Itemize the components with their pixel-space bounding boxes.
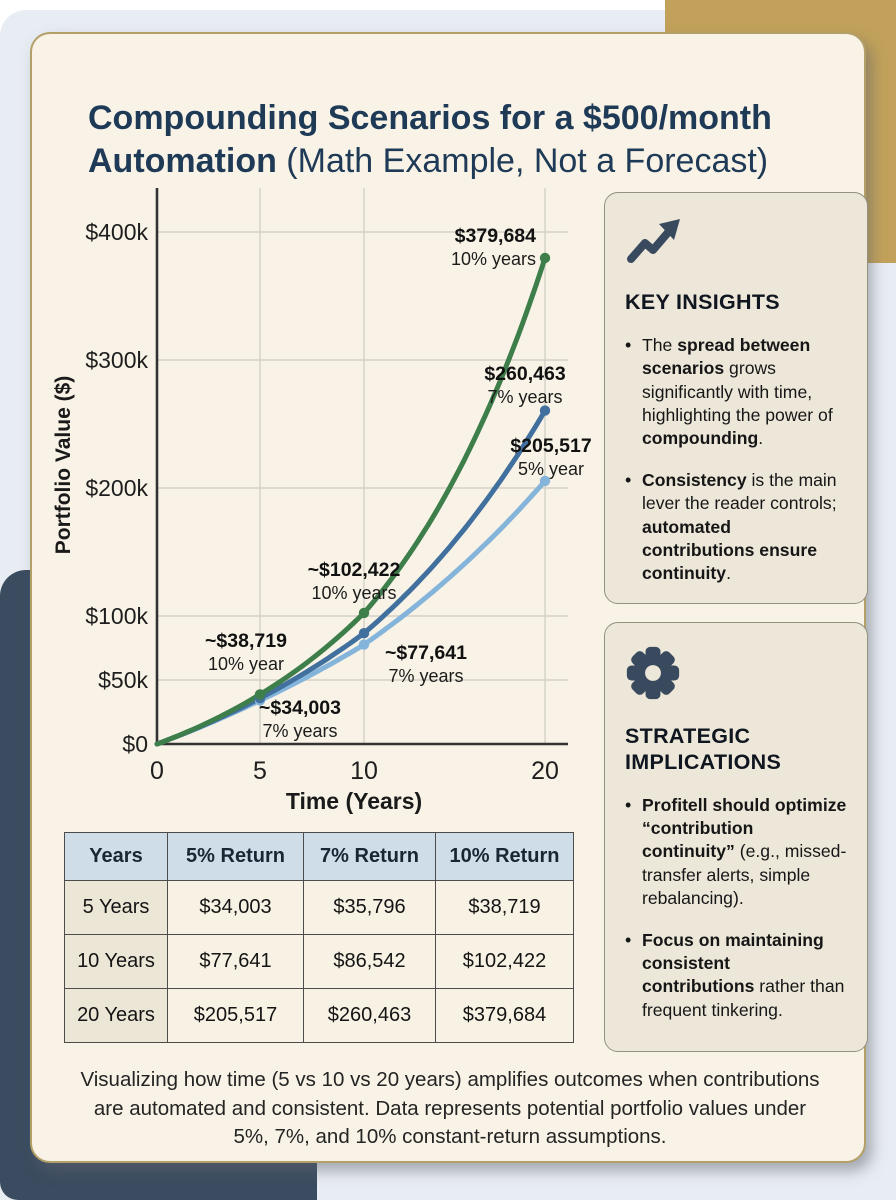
svg-text:7% years: 7% years bbox=[487, 387, 562, 407]
table-row-header: 10 Years bbox=[64, 934, 168, 989]
text-segment: Consistency bbox=[642, 469, 747, 490]
svg-text:$0: $0 bbox=[122, 731, 148, 757]
svg-text:7% years: 7% years bbox=[388, 666, 463, 686]
table-cell: $35,796 bbox=[303, 880, 436, 935]
svg-text:10% years: 10% years bbox=[451, 249, 536, 269]
key-insights-card: KEY INSIGHTS The spread between scenario… bbox=[604, 192, 868, 604]
svg-text:$50k: $50k bbox=[98, 667, 148, 693]
table-cell: $102,422 bbox=[435, 934, 574, 989]
table-row: 5 Years $34,003 $35,796 $38,719 bbox=[64, 880, 574, 935]
svg-text:~$102,422: ~$102,422 bbox=[308, 559, 401, 581]
table-cell: $379,684 bbox=[435, 988, 574, 1043]
table-cell: $86,542 bbox=[303, 934, 436, 989]
list-item: Profitell should optimize “contribution … bbox=[625, 794, 847, 911]
text-segment: Profitell should optimize “contribution … bbox=[642, 794, 847, 862]
table-row-header: 20 Years bbox=[64, 988, 168, 1043]
gear-icon bbox=[625, 646, 681, 705]
scenario-table-body: 5 Years $34,003 $35,796 $38,719 10 Years $77,… bbox=[64, 880, 574, 1043]
text-segment: grows significantly with time, highlight… bbox=[642, 358, 833, 425]
svg-text:5: 5 bbox=[253, 757, 267, 785]
text-segment: rather than frequent tinkering. bbox=[642, 976, 845, 1020]
svg-text:Portfolio Value ($): Portfolio Value ($) bbox=[52, 376, 75, 555]
svg-text:7% years: 7% years bbox=[262, 721, 337, 741]
footer-text: Visualizing how time (5 vs 10 vs 20 year… bbox=[80, 1068, 820, 1149]
table-cell: $34,003 bbox=[167, 880, 304, 935]
text-segment: compounding bbox=[642, 428, 759, 449]
table-cell: $38,719 bbox=[435, 880, 574, 935]
table-row: 10 Years $77,641 $86,542 $102,422 bbox=[64, 934, 574, 989]
key-insights-heading: KEY INSIGHTS bbox=[625, 290, 780, 314]
list-item: Consistency is the main lever the reader… bbox=[625, 469, 847, 586]
text-segment: (e.g., missed-transfer alerts, simple re… bbox=[642, 841, 847, 909]
svg-text:$260,463: $260,463 bbox=[484, 363, 565, 385]
text-segment: is the main lever the reader controls; bbox=[642, 469, 837, 514]
footer-caption: Visualizing how time (5 vs 10 vs 20 year… bbox=[72, 1066, 828, 1152]
key-insights-list: The spread between scenarios grows signi… bbox=[625, 334, 847, 586]
chart-svg: $0 $50k $100k $200k $300k $400k 0 5 10 20 Time (Ye… bbox=[52, 188, 592, 814]
svg-text:$100k: $100k bbox=[85, 603, 148, 629]
text-segment: . bbox=[758, 428, 764, 449]
table-row: 20 Years $205,517 $260,463 $379,684 bbox=[64, 988, 574, 1043]
table-column-header: 10% Return bbox=[435, 832, 574, 881]
text-segment: automated contributions ensure continuit… bbox=[642, 516, 817, 584]
svg-text:Time (Years): Time (Years) bbox=[286, 788, 422, 814]
text-segment: Focus on maintaining consistent contribu… bbox=[642, 929, 824, 997]
svg-text:$379,684: $379,684 bbox=[455, 225, 536, 247]
svg-text:10: 10 bbox=[350, 757, 378, 785]
svg-text:$400k: $400k bbox=[85, 219, 148, 245]
svg-text:$205,517: $205,517 bbox=[510, 435, 591, 457]
text-segment: Compounding Scenarios for a $500/month A… bbox=[88, 98, 772, 180]
table-column-header: 5% Return bbox=[167, 832, 304, 881]
scenario-table: Years 5% Return 7% Return 10% Return 5 Year… bbox=[64, 832, 574, 1043]
table-cell: $77,641 bbox=[167, 934, 304, 989]
strategic-implications-card: STRATEGIC IMPLICATIONS Profitell should … bbox=[604, 622, 868, 1052]
table-header-row: Years 5% Return 7% Return 10% Return bbox=[64, 832, 574, 881]
list-item: The spread between scenarios grows signi… bbox=[625, 334, 847, 451]
svg-text:10% years: 10% years bbox=[311, 583, 396, 603]
page-title: Compounding Scenarios for a $500/month A… bbox=[88, 97, 836, 183]
scenario-table-header: Years 5% Return 7% Return 10% Return bbox=[64, 832, 574, 881]
list-item: Focus on maintaining consistent contribu… bbox=[625, 929, 847, 1023]
svg-text:20: 20 bbox=[531, 757, 559, 785]
table-cell: $260,463 bbox=[303, 988, 436, 1043]
table-cell: $205,517 bbox=[167, 988, 304, 1043]
svg-text:~$77,641: ~$77,641 bbox=[385, 642, 467, 664]
svg-text:$300k: $300k bbox=[85, 347, 148, 373]
svg-text:10% year: 10% year bbox=[208, 654, 284, 674]
strategic-implications-list: Profitell should optimize “contribution … bbox=[625, 794, 847, 1023]
table-column-header: 7% Return bbox=[303, 832, 436, 881]
strategic-implications-heading: STRATEGIC IMPLICATIONS bbox=[625, 724, 782, 774]
svg-text:~$38,719: ~$38,719 bbox=[205, 630, 287, 652]
trend-up-icon bbox=[625, 219, 685, 271]
compounding-line-chart: $0 $50k $100k $200k $300k $400k 0 5 10 20 Time (Ye… bbox=[42, 182, 612, 814]
svg-text:0: 0 bbox=[150, 757, 164, 785]
text-segment: The bbox=[642, 334, 678, 355]
table-column-header: Years bbox=[64, 832, 168, 881]
text-segment: spread between scenarios bbox=[642, 334, 811, 379]
svg-text:5% year: 5% year bbox=[518, 459, 584, 479]
table-row-header: 5 Years bbox=[64, 880, 168, 935]
svg-text:~$34,003: ~$34,003 bbox=[259, 697, 341, 719]
text-segment: (Math Example, Not a Forecast) bbox=[276, 141, 769, 180]
main-card: Compounding Scenarios for a $500/month A… bbox=[30, 32, 868, 1163]
svg-text:$200k: $200k bbox=[85, 475, 148, 501]
text-segment: . bbox=[726, 563, 731, 584]
